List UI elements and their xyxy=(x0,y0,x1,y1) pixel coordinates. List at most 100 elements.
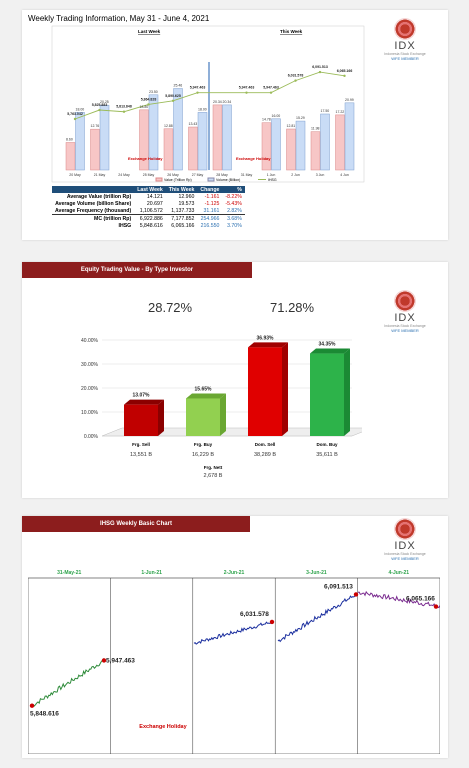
stats-label: Average Value (trillion Rp) xyxy=(66,193,132,200)
frg-nett-label: Frg. Nett xyxy=(203,465,223,470)
panel-title: Weekly Trading Information, May 31 - Jun… xyxy=(28,14,210,23)
date-label: 1-Jun-21 xyxy=(141,570,162,576)
ihsg-price-line xyxy=(277,593,357,643)
stats-header-cell: This Week xyxy=(165,186,198,193)
ihsg-point-label: 5,864.828 xyxy=(141,97,157,101)
x-tick-label: 24 May xyxy=(118,173,130,177)
y-tick-label: 0.00% xyxy=(84,434,99,440)
stats-label: Average Volume (billion Share) xyxy=(55,200,132,207)
bar-value-label: 36.93% xyxy=(257,335,275,341)
holiday-label-2: Exchange Holiday xyxy=(236,156,271,161)
y-tick-label: 30.00% xyxy=(81,362,99,368)
logo-wfe: WFE MEMBER xyxy=(391,556,419,561)
ihsg-point xyxy=(73,117,77,121)
stats-row: Average Volume (billion Share) 20.697 19.5… xyxy=(52,200,245,207)
date-label: 3-Jun-21 xyxy=(306,570,327,576)
ihsg-point xyxy=(122,110,126,113)
logo-name: IDX xyxy=(394,540,416,552)
bar-top xyxy=(310,348,350,354)
volume-bar-label: 15.29 xyxy=(296,116,305,120)
value-bar-label: 13.43 xyxy=(189,122,198,126)
category-amount: 38,289 B xyxy=(253,452,277,458)
bar-top xyxy=(124,399,164,405)
stats-header-cell: % xyxy=(222,186,245,193)
value-bar xyxy=(139,109,149,171)
value-bar xyxy=(163,128,174,171)
date-label: 31-May-21 xyxy=(57,570,82,576)
volume-bar xyxy=(271,118,281,171)
this-week-label: This Week xyxy=(280,29,303,34)
investor-bar xyxy=(124,404,158,436)
y-tick-label: 10.00% xyxy=(81,410,99,416)
volume-bar-label: 20.25 xyxy=(100,100,109,104)
logo-wfe: WFE MEMBER xyxy=(391,56,419,61)
ihsg-point-label: 6,091.513 xyxy=(312,65,328,69)
stats-cell: 20.697 xyxy=(146,200,163,207)
volume-bar-label: 20.34 xyxy=(223,100,232,104)
value-bar xyxy=(261,122,272,171)
volume-bar xyxy=(320,113,330,171)
x-tick-label: 25 May xyxy=(143,173,155,177)
value-bar-label: 17.22 xyxy=(336,110,345,114)
stats-cell: -1.125 xyxy=(204,200,220,207)
holiday-label-1: Exchange Holiday xyxy=(128,156,163,161)
stats-header-row: Last Week This Week Change% xyxy=(52,186,245,193)
volume-bar-label: 18.00 xyxy=(198,107,207,111)
x-tick-label: 26 May xyxy=(167,173,179,177)
frg-nett-value: 2,678 B xyxy=(203,473,223,479)
ihsg-point-label: 6,031.578 xyxy=(288,74,304,78)
investor-bar-chart: 0.00% 10.00% 20.00% 30.00% 40.00% 13.07% 15.6… xyxy=(81,335,362,440)
logo-name: IDX xyxy=(394,40,416,52)
logo-wfe: WFE MEMBER xyxy=(391,328,419,333)
x-tick-label: 1 Jun xyxy=(267,173,276,177)
volume-bar xyxy=(173,88,183,171)
x-tick-label: 4 Jun xyxy=(340,173,349,177)
volume-bar-label: 18.00 xyxy=(76,107,85,111)
stats-cell: 3.68% xyxy=(227,215,242,222)
value-bar xyxy=(286,128,296,171)
ihsg-price-line xyxy=(193,620,273,645)
value-bar-label: 11.98 xyxy=(311,127,320,131)
ihsg-point-label: 5,947.463 xyxy=(263,86,279,90)
stats-cell: 1,106.572 xyxy=(139,207,163,214)
value-bar-label: 8.60 xyxy=(66,137,73,141)
legend-volume: Volume (Billion) xyxy=(216,178,240,182)
domestic-percentage: 71.28% xyxy=(270,300,315,315)
category-label: Frg. Sell xyxy=(132,442,150,447)
investor-bar xyxy=(186,398,220,436)
investor-bar xyxy=(310,353,344,436)
ihsg-point xyxy=(245,91,248,94)
ihsg-value-label: 6,065.166 xyxy=(406,596,435,603)
volume-bar xyxy=(75,112,85,171)
idx-logo: IDX Indonesia Stock Exchange WFE MEMBER xyxy=(370,290,440,333)
stats-cell: -1.161 xyxy=(204,193,220,200)
category-amount: 35,611 B xyxy=(316,452,338,458)
stats-cell: 6,065.166 xyxy=(171,222,195,229)
chart-legend: Value (Trillion Rp) Volume (Billion) IHS… xyxy=(155,177,277,182)
stats-cell: 19.573 xyxy=(178,200,195,207)
ihsg-point xyxy=(269,619,275,625)
ihsg-value-label: 6,091.513 xyxy=(324,583,353,590)
bar-side xyxy=(158,399,164,436)
value-bar-label: 12.88 xyxy=(164,124,173,128)
stats-label: Average Frequency (thousand) xyxy=(55,207,132,214)
value-bar xyxy=(65,142,76,171)
bar-side xyxy=(344,348,350,436)
ihsg-weekly-panel: IHSG Weekly Basic Chart IDX Indonesia St… xyxy=(22,516,448,758)
weekly-bar-line-chart: Last Week This Week 8.60 18.00 20 May 12.76… xyxy=(51,25,365,183)
investor-bar xyxy=(248,347,282,436)
bar-top xyxy=(248,342,288,348)
stats-cell: 31.161 xyxy=(203,207,220,214)
y-tick-label: 40.00% xyxy=(81,338,99,344)
stats-header-cell: Last Week xyxy=(134,186,166,193)
stats-cell: 216.550 xyxy=(200,222,220,229)
stats-cell: 1,137.733 xyxy=(171,207,195,214)
value-bar-label: 14.78 xyxy=(262,118,271,122)
logo-sub: Indonesia Stock Exchange xyxy=(384,552,426,556)
ihsg-point-label: 6,065.166 xyxy=(337,69,353,73)
value-bar xyxy=(188,126,198,171)
stats-label: IHSG xyxy=(118,222,132,229)
ihsg-point xyxy=(269,91,273,94)
volume-bar-label: 25.46 xyxy=(174,84,183,88)
ihsg-point xyxy=(318,70,322,74)
